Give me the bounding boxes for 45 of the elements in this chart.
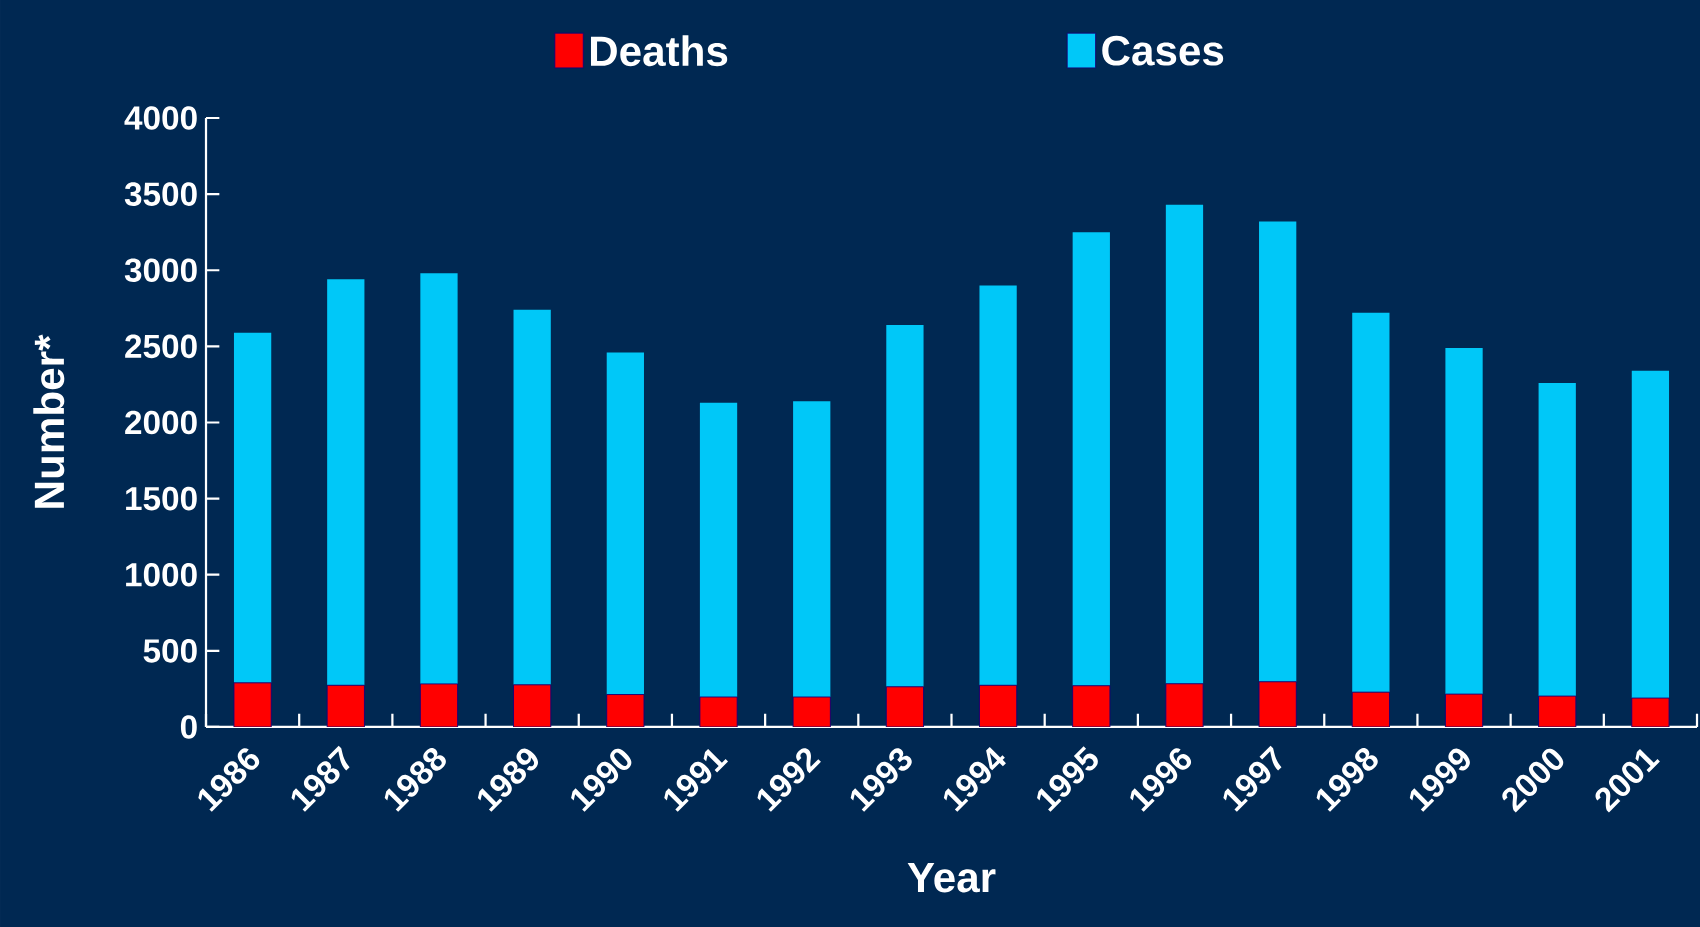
bar [1072, 232, 1110, 686]
bar [420, 273, 458, 684]
bar [1258, 681, 1297, 727]
bar [1165, 683, 1204, 727]
y-tick-label: 2000 [125, 410, 197, 435]
bar [886, 325, 924, 687]
bar [1445, 347, 1483, 695]
bar [979, 684, 1018, 727]
y-tick-label: 1000 [126, 562, 197, 587]
y-tick-label: 2500 [125, 334, 197, 359]
bar [1351, 691, 1390, 727]
y-tick-label: 0 [180, 715, 197, 739]
bar [792, 696, 831, 727]
y-tick-label: 500 [143, 639, 197, 663]
bar [606, 694, 645, 727]
legend-label: Deaths [590, 35, 728, 67]
bar [233, 682, 272, 727]
bar [1631, 697, 1670, 727]
bar [327, 279, 365, 686]
bar [513, 309, 551, 685]
y-tick-label: 3500 [124, 182, 197, 206]
y-axis-title: Number* [33, 334, 65, 508]
bar [979, 285, 1017, 686]
legend-label: Cases [1102, 35, 1224, 66]
bar [793, 401, 831, 697]
bar [606, 352, 644, 695]
bar [885, 686, 925, 727]
bar [699, 696, 738, 727]
bar [1072, 685, 1111, 727]
x-axis-title: Year [907, 862, 996, 893]
bar [1444, 693, 1484, 727]
bar [513, 684, 552, 727]
bar [233, 332, 272, 683]
bar [699, 402, 738, 697]
bar [1631, 370, 1670, 699]
y-tick-label: 1500 [126, 486, 197, 511]
bar [1259, 221, 1297, 682]
bar [1538, 382, 1576, 697]
bar [1352, 312, 1390, 693]
bar [1538, 695, 1577, 727]
bar [1165, 204, 1204, 684]
bar [326, 684, 365, 727]
bar [419, 683, 459, 727]
y-tick-label: 4000 [124, 106, 197, 130]
y-tick-label: 3000 [124, 258, 197, 283]
